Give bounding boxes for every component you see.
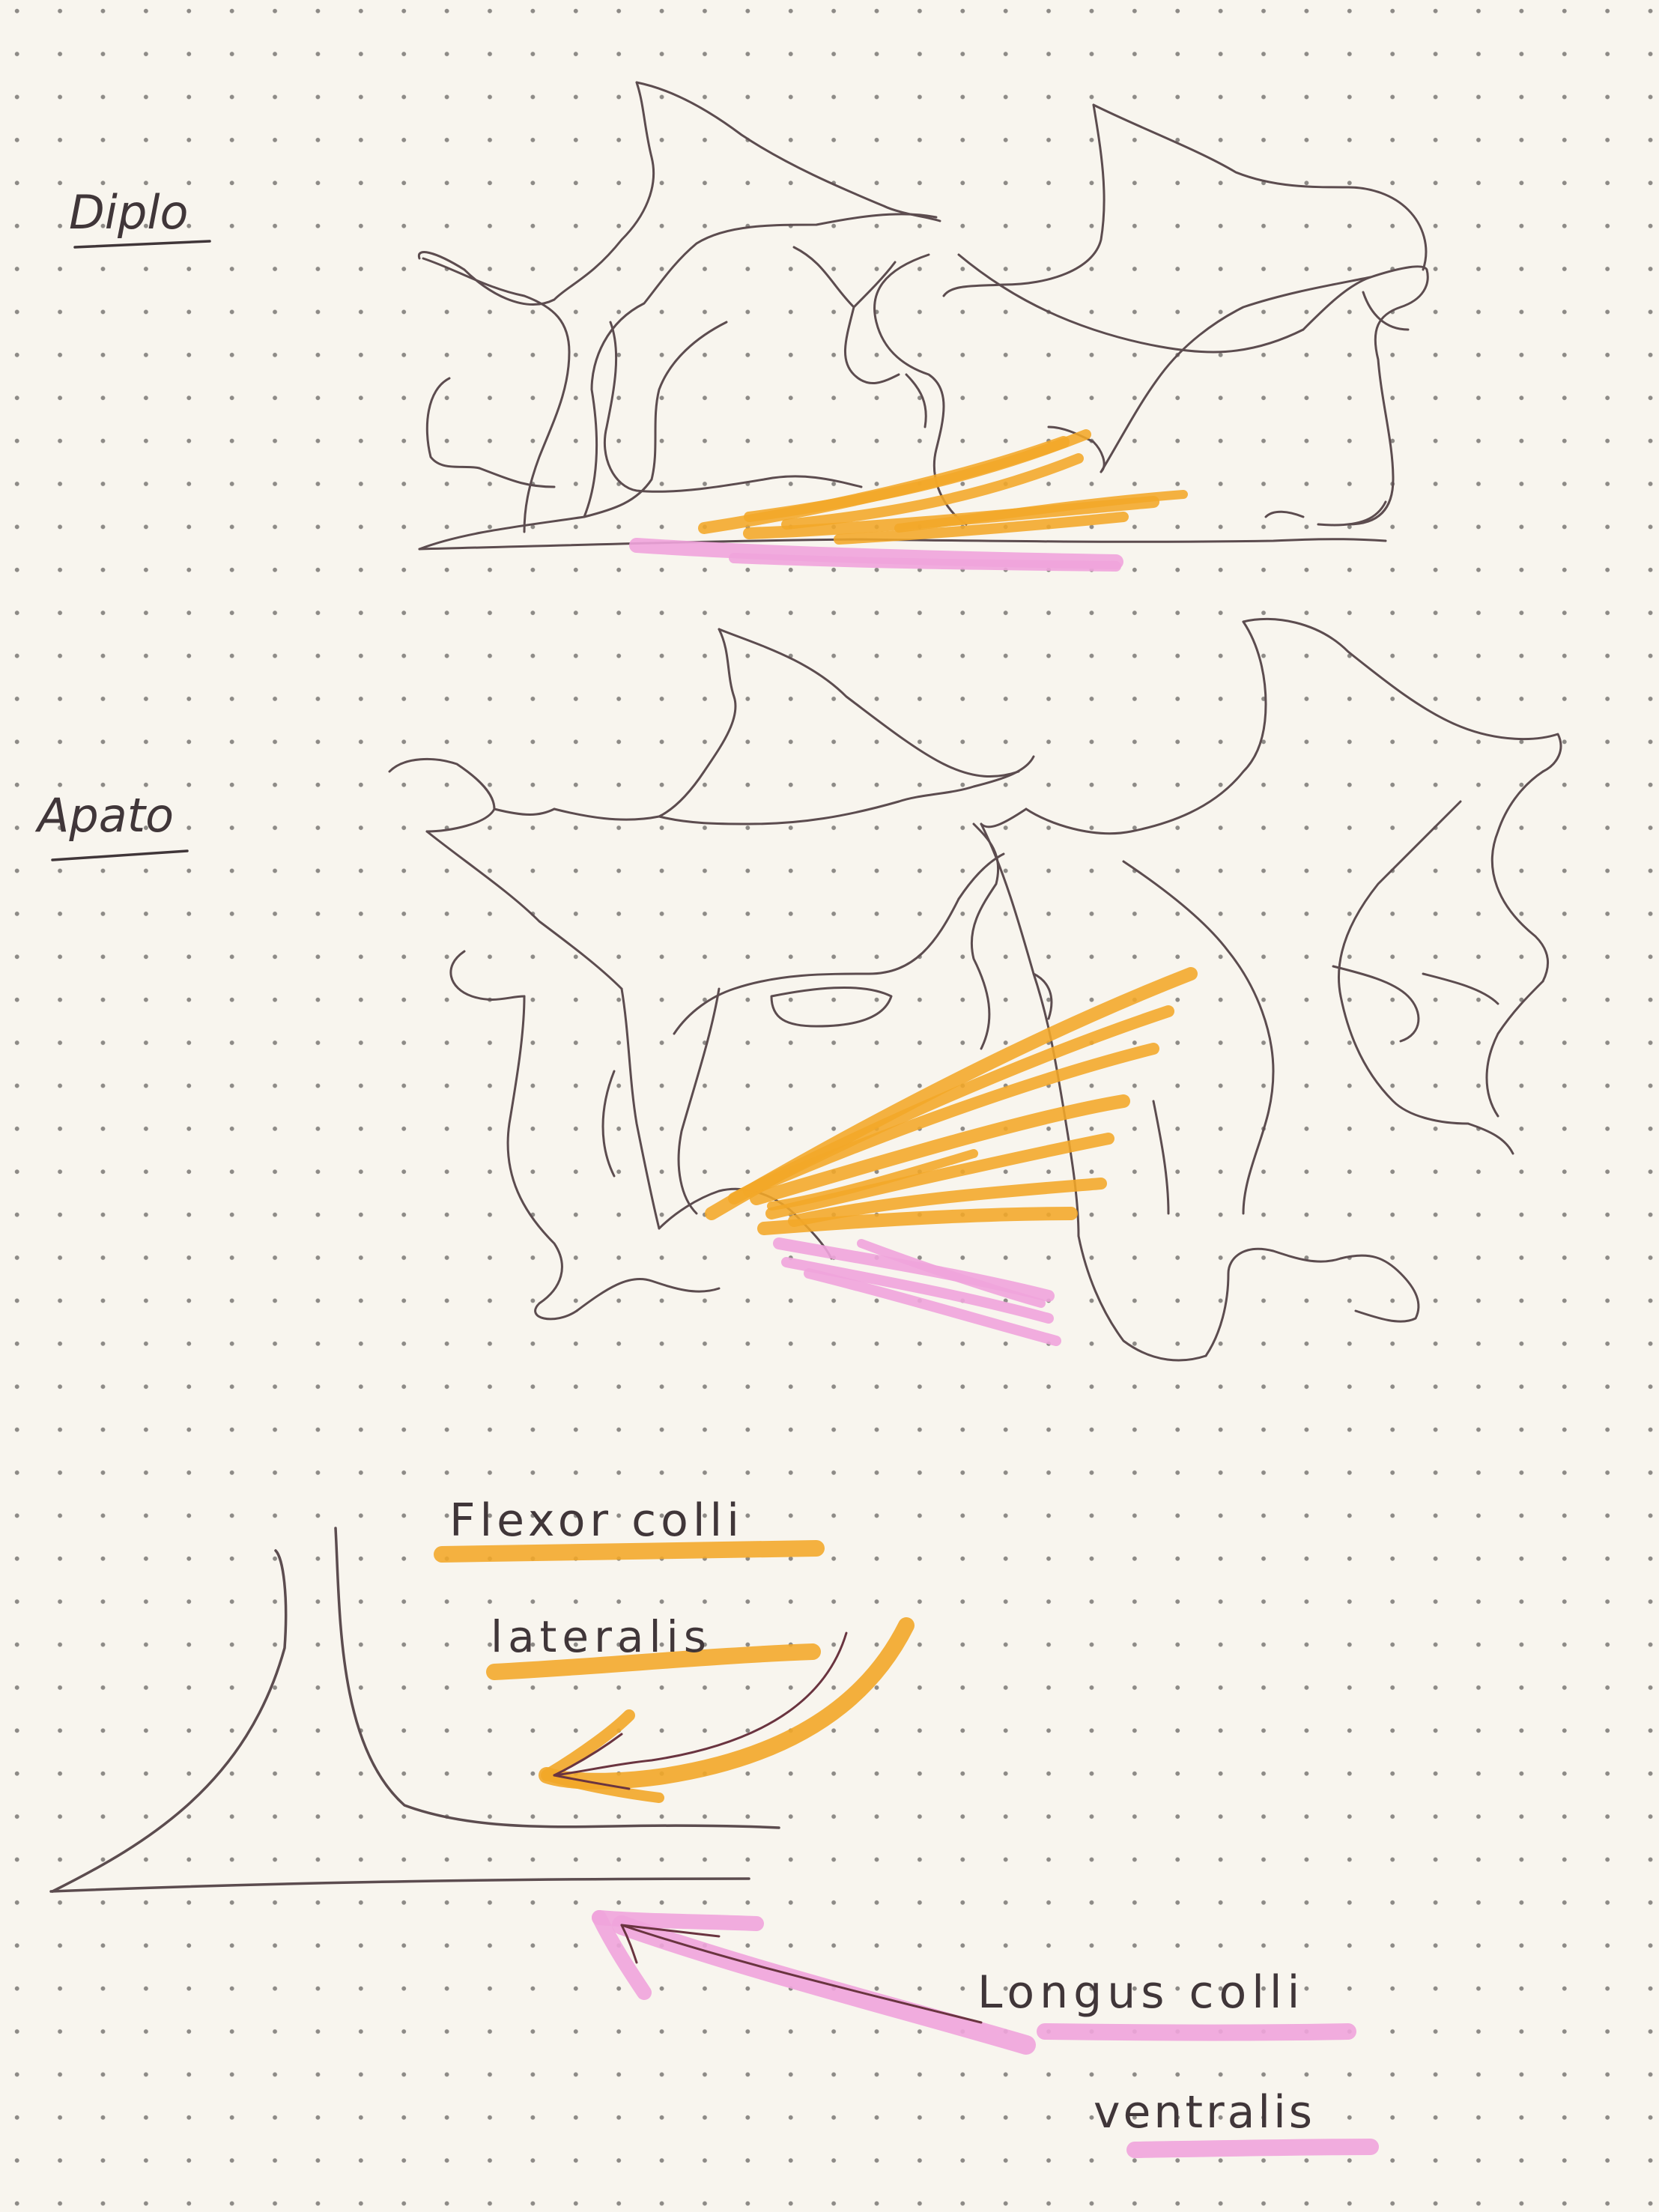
diplo-vertebrae-sketch (417, 81, 1429, 551)
apato-flexor-muscle-marks (705, 967, 1198, 1235)
label-diplo-text: Diplo (69, 185, 188, 240)
straight-arrow-icon (592, 1910, 1036, 2055)
label-apato: Apato (34, 788, 189, 861)
diplo-longus-muscle-marks (629, 538, 1123, 572)
flexor-label-line1: Flexor colli (449, 1494, 744, 1547)
apato-vertebrae-sketch (388, 617, 1562, 1362)
longus-legend: Longus colli ventralis (977, 1966, 1379, 2158)
vertebra-outline-icon (49, 1527, 780, 1893)
flexor-label-line2: lateralis (491, 1611, 712, 1662)
flexor-legend: Flexor colli lateralis (434, 1494, 825, 1680)
diplo-flexor-muscle-marks (698, 429, 1188, 545)
longus-label-line2: ventralis (1094, 2086, 1315, 2139)
label-apato-text: Apato (34, 788, 174, 843)
label-diplo: Diplo (69, 185, 211, 249)
apato-longus-muscle-marks (773, 1237, 1061, 1346)
curved-arrow-icon (539, 1617, 915, 1803)
longus-label-line1: Longus colli (977, 1966, 1305, 2019)
